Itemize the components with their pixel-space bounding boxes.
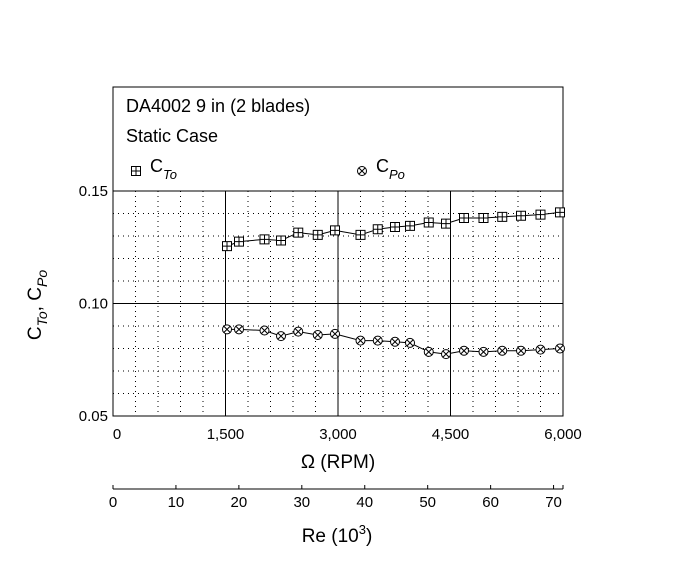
marker-cross-b <box>235 325 243 333</box>
data-point-series-1 <box>459 345 469 356</box>
marker-cross-b <box>517 347 525 355</box>
marker-cross-b <box>442 350 450 358</box>
x-tick-label: 0 <box>113 426 121 443</box>
y-tick-label: 0.05 <box>79 408 108 425</box>
secondary-axis-tick-label: 60 <box>482 494 499 511</box>
data-point-series-1 <box>405 337 415 348</box>
data-point-series-0 <box>293 227 304 238</box>
marker-cross-b <box>536 346 545 354</box>
legend-label-cto-sub: To <box>163 167 177 182</box>
x-axis-tick-labels: 0 1,500 3,000 4,500 6,000 <box>113 426 582 443</box>
data-point-series-0 <box>535 209 546 220</box>
secondary-axis-tick-label: 20 <box>231 494 248 511</box>
y-axis-label: CTo, CPo <box>25 270 50 340</box>
legend-label-cto-base: C <box>150 156 163 176</box>
marker-cross-b <box>406 339 414 347</box>
data-point-series-0 <box>516 210 526 221</box>
secondary-axis-tick-label: 10 <box>168 494 185 511</box>
data-point-series-1 <box>355 335 366 346</box>
data-point-series-1 <box>423 346 434 357</box>
legend-entry-cto: CTo <box>131 156 177 182</box>
data-point-series-0 <box>234 236 244 247</box>
svg-text:CPo: CPo <box>376 156 405 182</box>
data-point-series-1 <box>478 346 489 357</box>
data-point-series-0 <box>478 213 489 223</box>
marker-cross-b <box>498 347 506 355</box>
data-point-series-1 <box>535 344 546 355</box>
data-point-series-0 <box>441 218 451 229</box>
marker-cross-b <box>460 347 468 355</box>
chart-title-line-1: DA4002 9 in (2 blades) <box>126 96 310 116</box>
data-point-series-1 <box>497 345 508 356</box>
secondary-axis-tick-label: 40 <box>356 494 373 511</box>
marker-cross-b <box>479 348 488 356</box>
y-axis-tick-labels: 0.05 0.10 0.15 <box>79 183 108 425</box>
title-box-frame <box>112 86 564 192</box>
series-layer <box>222 207 565 360</box>
data-point-series-1 <box>312 330 323 340</box>
data-point-series-0 <box>259 234 270 245</box>
secondary-axis-tick-label: 50 <box>419 494 436 511</box>
data-point-series-0 <box>555 207 565 218</box>
data-point-series-1 <box>293 326 304 337</box>
x-tick-label: 4,500 <box>432 426 470 443</box>
marker-cross-b <box>260 326 269 335</box>
legend-label-cpo-base: C <box>376 156 389 176</box>
marker-cross-b <box>331 330 339 338</box>
data-point-series-0 <box>312 229 323 240</box>
data-point-series-1 <box>259 325 270 336</box>
marker-cross-b <box>356 337 365 345</box>
data-point-series-0 <box>222 241 232 252</box>
x-tick-label: 6,000 <box>544 426 582 443</box>
data-point-series-0 <box>330 225 340 236</box>
data-point-series-0 <box>459 213 469 223</box>
secondary-axis-tick-label: 30 <box>293 494 310 511</box>
y-tick-label: 0.15 <box>79 183 108 200</box>
secondary-axis-tick-label: 0 <box>109 494 117 511</box>
data-point-series-1 <box>234 324 244 335</box>
data-point-series-1 <box>555 343 565 354</box>
marker-cross-b <box>223 325 231 333</box>
data-point-series-1 <box>441 349 451 360</box>
legend-marker-circletimes-icon <box>357 166 367 176</box>
data-point-series-0 <box>276 235 286 246</box>
legend-marker-shape <box>357 166 367 176</box>
chart-title-line-2: Static Case <box>126 126 218 146</box>
marker-cross-b <box>374 337 382 345</box>
marker-cross-b <box>314 331 322 339</box>
secondary-axis-ticks: 0 10 20 30 40 50 60 70 <box>109 485 564 511</box>
svg-text:CTo: CTo <box>150 156 177 182</box>
legend-marker-shape <box>131 166 141 176</box>
marker-cross-b <box>391 338 399 346</box>
data-point-series-0 <box>390 222 400 232</box>
data-point-series-1 <box>222 324 232 335</box>
major-grid <box>113 191 563 416</box>
data-point-series-0 <box>405 220 415 231</box>
x-tick-label: 1,500 <box>207 426 245 443</box>
marker-cross-b <box>425 348 433 356</box>
marker-cross-b <box>556 344 564 353</box>
data-point-series-1 <box>390 336 400 347</box>
secondary-axis-label: Re (103) <box>302 522 373 547</box>
data-point-series-0 <box>355 229 366 240</box>
marker-cross-b <box>294 328 302 336</box>
data-point-series-0 <box>372 224 383 235</box>
data-point-series-0 <box>423 217 434 228</box>
data-point-series-1 <box>276 331 286 342</box>
legend-label-cpo-sub: Po <box>389 167 405 182</box>
x-axis-label: Ω (RPM) <box>301 452 375 473</box>
legend-marker-boxplus-icon <box>131 166 141 176</box>
x-tick-label: 3,000 <box>319 426 357 443</box>
data-point-series-1 <box>372 335 383 346</box>
data-point-series-1 <box>516 345 526 356</box>
data-point-series-0 <box>497 211 508 222</box>
y-tick-label: 0.10 <box>79 296 108 313</box>
marker-cross-b <box>277 332 285 340</box>
marker-cross-b <box>358 167 366 175</box>
legend-entry-cpo: CPo <box>357 156 405 182</box>
secondary-axis-tick-label: 70 <box>545 494 562 511</box>
data-point-series-1 <box>330 328 340 339</box>
